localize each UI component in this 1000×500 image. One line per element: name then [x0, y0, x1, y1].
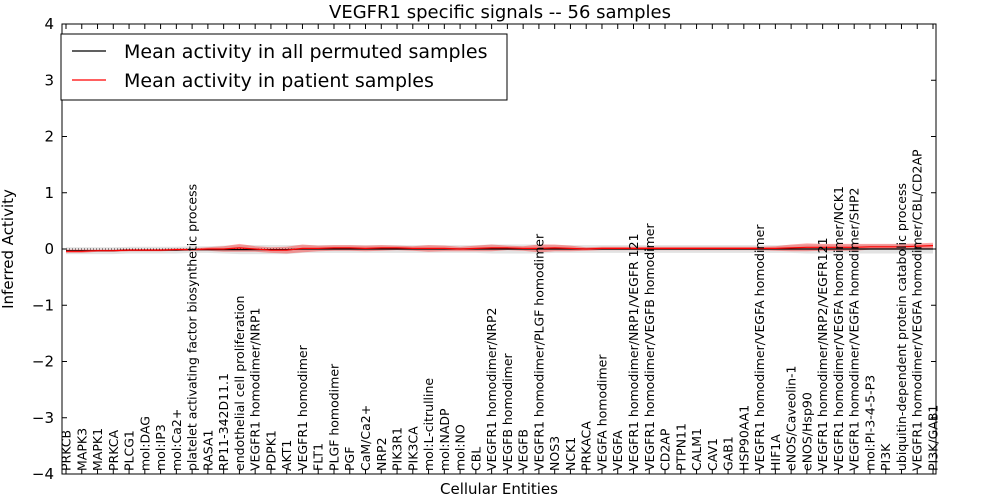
category-label: HSP90AA1: [736, 405, 751, 471]
category-label: CAV1: [705, 438, 720, 471]
category-label: mol:Ca2+: [169, 409, 184, 471]
category-label: VEGFR1 homodimer/VEGFA homodimer/CBL/CD2…: [910, 149, 925, 471]
category-label: PLGF homodimer: [327, 363, 342, 471]
category-label: PRKCA: [106, 430, 121, 471]
series-line-patient: [66, 245, 934, 252]
y-axis-label: Inferred Activity: [0, 189, 17, 309]
x-ticks: [65, 24, 934, 474]
category-label: FLT1: [311, 443, 326, 471]
category-label: MAPK1: [90, 428, 105, 471]
category-label: platelet activating factor biosynthetic …: [185, 184, 200, 471]
category-label: RASA1: [200, 430, 215, 471]
category-label: GAB1: [721, 436, 736, 471]
category-label: HIF1A: [768, 434, 783, 471]
category-label: PDPK1: [263, 430, 278, 471]
category-label: MAPK3: [74, 428, 89, 471]
x-axis-label: Cellular Entities: [440, 480, 558, 498]
category-label: PIK3R1: [390, 427, 405, 471]
legend-box: [60, 33, 508, 101]
category-label: PI3K/GAB1: [926, 405, 941, 471]
category-label: VEGFA homodimer: [595, 354, 610, 471]
category-label: NRP2: [374, 437, 389, 471]
category-label: VEGFR1 homodimer/NRP2: [484, 308, 499, 471]
plot-frame: [61, 23, 937, 475]
category-label: VEGFR1 homodimer/NRP1/VEGFR 121: [626, 233, 641, 471]
category-label: VEGFR1 homodimer/VEGFA homodimer: [752, 224, 767, 471]
legend-label-permuted: Mean activity in all permuted samples: [124, 41, 487, 63]
category-label: PLCG1: [122, 430, 137, 471]
y-tick-label: 1: [44, 184, 54, 202]
category-label: NOS3: [547, 436, 562, 471]
category-label: endothelial cell proliferation: [232, 296, 247, 471]
category-label: VEGFR1 homodimer/NRP1: [248, 308, 263, 471]
category-label: VEGFA: [610, 430, 625, 471]
legend-label-patient: Mean activity in patient samples: [124, 70, 434, 92]
category-label: VEGFR1 homodimer/NRP2/VEGFR121: [815, 237, 830, 471]
y-tick-label: −2: [32, 353, 54, 371]
category-label: mol:IP3: [153, 424, 168, 471]
category-label: PIK3CA: [405, 426, 420, 471]
category-label: VEGFB: [516, 429, 531, 471]
category-label: ubiquitin-dependent protein catabolic pr…: [894, 183, 909, 471]
category-label: PI3K: [878, 443, 893, 471]
category-label: mol:DAG: [137, 416, 152, 471]
category-label: CaM/Ca2+: [358, 405, 373, 471]
category-label: mol:L-citrulline: [421, 378, 436, 471]
category-label: PRKCB: [59, 430, 74, 471]
category-label: PRKACA: [579, 421, 594, 471]
y-tick-label: −1: [32, 296, 54, 314]
category-label: eNOS/Caveolin-1: [784, 366, 799, 471]
category-label: VEGFR1 homodimer/VEGFA homodimer/SHP2: [847, 187, 862, 471]
y-ticks: −4 −3 −2 −1 0 1 2 3 4: [32, 15, 936, 483]
lines-layer: [66, 245, 934, 252]
category-label: mol:NADP: [437, 408, 452, 471]
category-label: VEGFB homodimer: [500, 352, 515, 471]
y-tick-label: −3: [32, 409, 54, 427]
category-label: VEGFR1 homodimer/VEGFB homodimer: [642, 223, 657, 471]
category-label: VEGFR1 homodimer: [295, 344, 310, 471]
category-labels: PRKCB MAPK3 MAPK1 PRKCA PLCG1 mol:DAG mol:IP3 m…: [59, 149, 941, 471]
category-label: NCK1: [563, 437, 578, 471]
category-label: eNOS/Hsp90: [799, 392, 814, 471]
category-label: PTPN11: [673, 423, 688, 471]
category-label: AKT1: [279, 440, 294, 471]
category-label: VEGFR1 homodimer/PLGF homodimer: [531, 233, 546, 471]
category-label: RP11-342D11.1: [216, 373, 231, 471]
y-tick-label: −4: [32, 465, 54, 483]
category-label: mol:PI-3-4-5-P3: [862, 375, 877, 471]
y-tick-label: 2: [44, 128, 54, 146]
y-tick-label: 3: [44, 71, 54, 89]
chart-title: VEGFR1 specific signals -- 56 samples: [329, 2, 671, 23]
category-label: CALM1: [689, 428, 704, 471]
category-label: CD2AP: [658, 428, 673, 471]
category-label: CBL: [468, 447, 483, 471]
category-label: PGF: [342, 447, 357, 471]
category-label: VEGFR1 homodimer/VEGFA homodimer/NCK1: [831, 186, 846, 471]
y-tick-label: 0: [44, 240, 54, 258]
category-label: mol:NO: [453, 424, 468, 471]
y-tick-label: 4: [44, 15, 54, 33]
legend: Mean activity in all permuted samples Me…: [60, 33, 508, 101]
